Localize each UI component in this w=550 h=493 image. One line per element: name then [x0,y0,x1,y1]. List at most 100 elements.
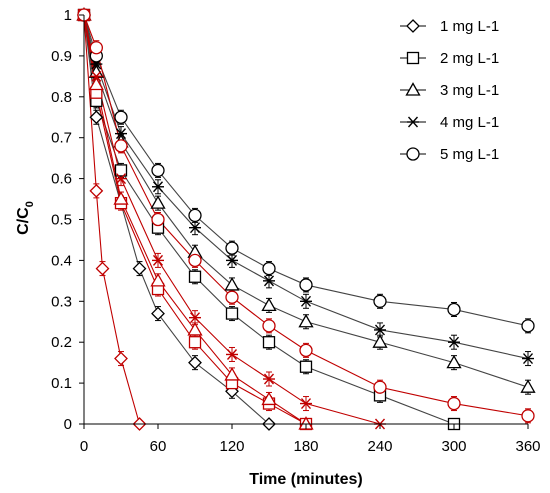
x-tick-label: 300 [441,438,466,455]
x-tick-label: 0 [80,438,88,455]
data-point-square [262,336,276,349]
data-point-square [114,164,128,177]
data-point-diamond [95,261,110,276]
data-point-asterisk [300,398,312,410]
y-axis-title-main: C/C [15,207,32,235]
data-point-diamond [114,351,128,366]
data-point-asterisk [115,173,127,185]
data-point-asterisk [263,275,275,287]
legend-label: 3 mg L-1 [440,82,499,99]
data-point-square [188,336,202,349]
series-line-3 [83,14,529,388]
data-point-triangle [150,273,166,287]
y-ticks: 0 0.1 0.2 0.3 0.4 0.5 0.6 0.7 0.8 0.9 1 [51,7,84,433]
data-point-triangle [261,297,277,312]
y-tick-label: 0.2 [51,334,72,351]
legend-marker-triangle [405,82,421,96]
data-point-asterisk [226,349,238,360]
data-point-circle [299,278,313,292]
y-tick-label: 0.4 [51,252,72,269]
data-point-square [299,360,313,373]
y-tick-label: 0 [64,416,72,433]
x-axis-title: Time (minutes) [249,471,363,488]
data-point-asterisk [90,70,103,82]
data-point-asterisk [448,336,460,348]
data-point-circle [151,212,165,227]
data-point-circle [151,163,165,178]
data-point-asterisk [263,373,275,385]
data-point-diamond [89,110,104,125]
legend-label: 2 mg L-1 [440,50,499,67]
y-tick-label: 0.5 [51,212,72,229]
data-point-circle [225,290,239,304]
y-tick-label: 1 [64,7,72,24]
data-point-circle [299,343,313,358]
data-point-diamond [132,261,147,276]
data-point-diamond [89,183,104,198]
data-point-triangle [88,76,104,91]
data-point-asterisk [189,312,201,324]
data-point-circle [225,241,239,255]
data-point-asterisk [226,254,238,266]
data-point-asterisk [300,295,312,307]
series-line-7 [83,14,307,425]
legend-label: 1 mg L-1 [440,18,499,35]
x-tick-label: 120 [219,438,244,455]
data-point-circle [262,261,276,276]
y-tick-label: 0.3 [51,293,72,310]
data-point-triangle [113,191,129,205]
legend-label: 5 mg L-1 [440,146,499,163]
x-tick-label: 360 [515,438,540,455]
data-point-diamond [151,306,165,321]
legend-item: 2 mg L-1 [400,50,499,67]
y-tick-label: 0.6 [51,171,72,188]
legend-marker-asterisk [407,116,419,128]
x-tick-label: 60 [150,438,167,455]
legend-label: 4 mg L-1 [440,114,499,131]
data-point-circle [447,396,461,411]
y-axis-title-subscript: 0 [24,201,36,207]
legend-marker-square [406,51,420,65]
data-point-triangle [372,334,388,348]
data-point-circle [89,41,103,55]
legend-item: 4 mg L-1 [400,114,499,131]
y-tick-label: 0.8 [51,89,72,106]
x-tick-label: 180 [293,438,318,455]
data-point-asterisk [522,353,534,365]
series-line-1 [83,14,270,425]
legend-item: 5 mg L-1 [400,146,499,163]
y-tick-label: 0.9 [51,48,72,65]
data-point-triangle [224,277,240,291]
data-point-circle [521,319,535,333]
y-axis-title: C/C0 [15,201,36,235]
legend-marker-diamond [406,19,420,33]
data-point-triangle [298,313,314,328]
data-point-triangle [224,367,240,381]
data-point-circle [188,208,202,223]
y-tick-label: 0.1 [51,375,72,392]
data-point-circle [373,380,387,394]
data-point-asterisk [152,254,164,266]
y-tick-label: 0.7 [51,130,72,147]
data-point-triangle [187,322,203,336]
data-point-circle [373,294,387,308]
data-point-triangle [446,354,462,369]
data-point-triangle [150,195,166,209]
data-point-circle [447,302,461,317]
series-line-2 [83,14,455,425]
data-point-triangle [261,391,277,406]
data-point-square [188,270,202,283]
x-tick-label: 240 [367,438,392,455]
data-point-square [225,307,239,320]
data-point-diamond [188,355,202,370]
legend-item: 3 mg L-1 [400,82,499,99]
legend: 1 mg L-1 2 mg L-1 3 mg L-1 4 mg L-1 5 mg L-1 [400,18,499,163]
data-point-asterisk [189,222,201,234]
data-point-asterisk [374,324,386,336]
data-point-circle [114,139,128,153]
x-ticks: 0 60 120 180 240 300 360 [80,424,541,455]
data-point-asterisk [115,128,127,140]
data-point-triangle [520,379,536,393]
data-point-circle [114,110,128,124]
